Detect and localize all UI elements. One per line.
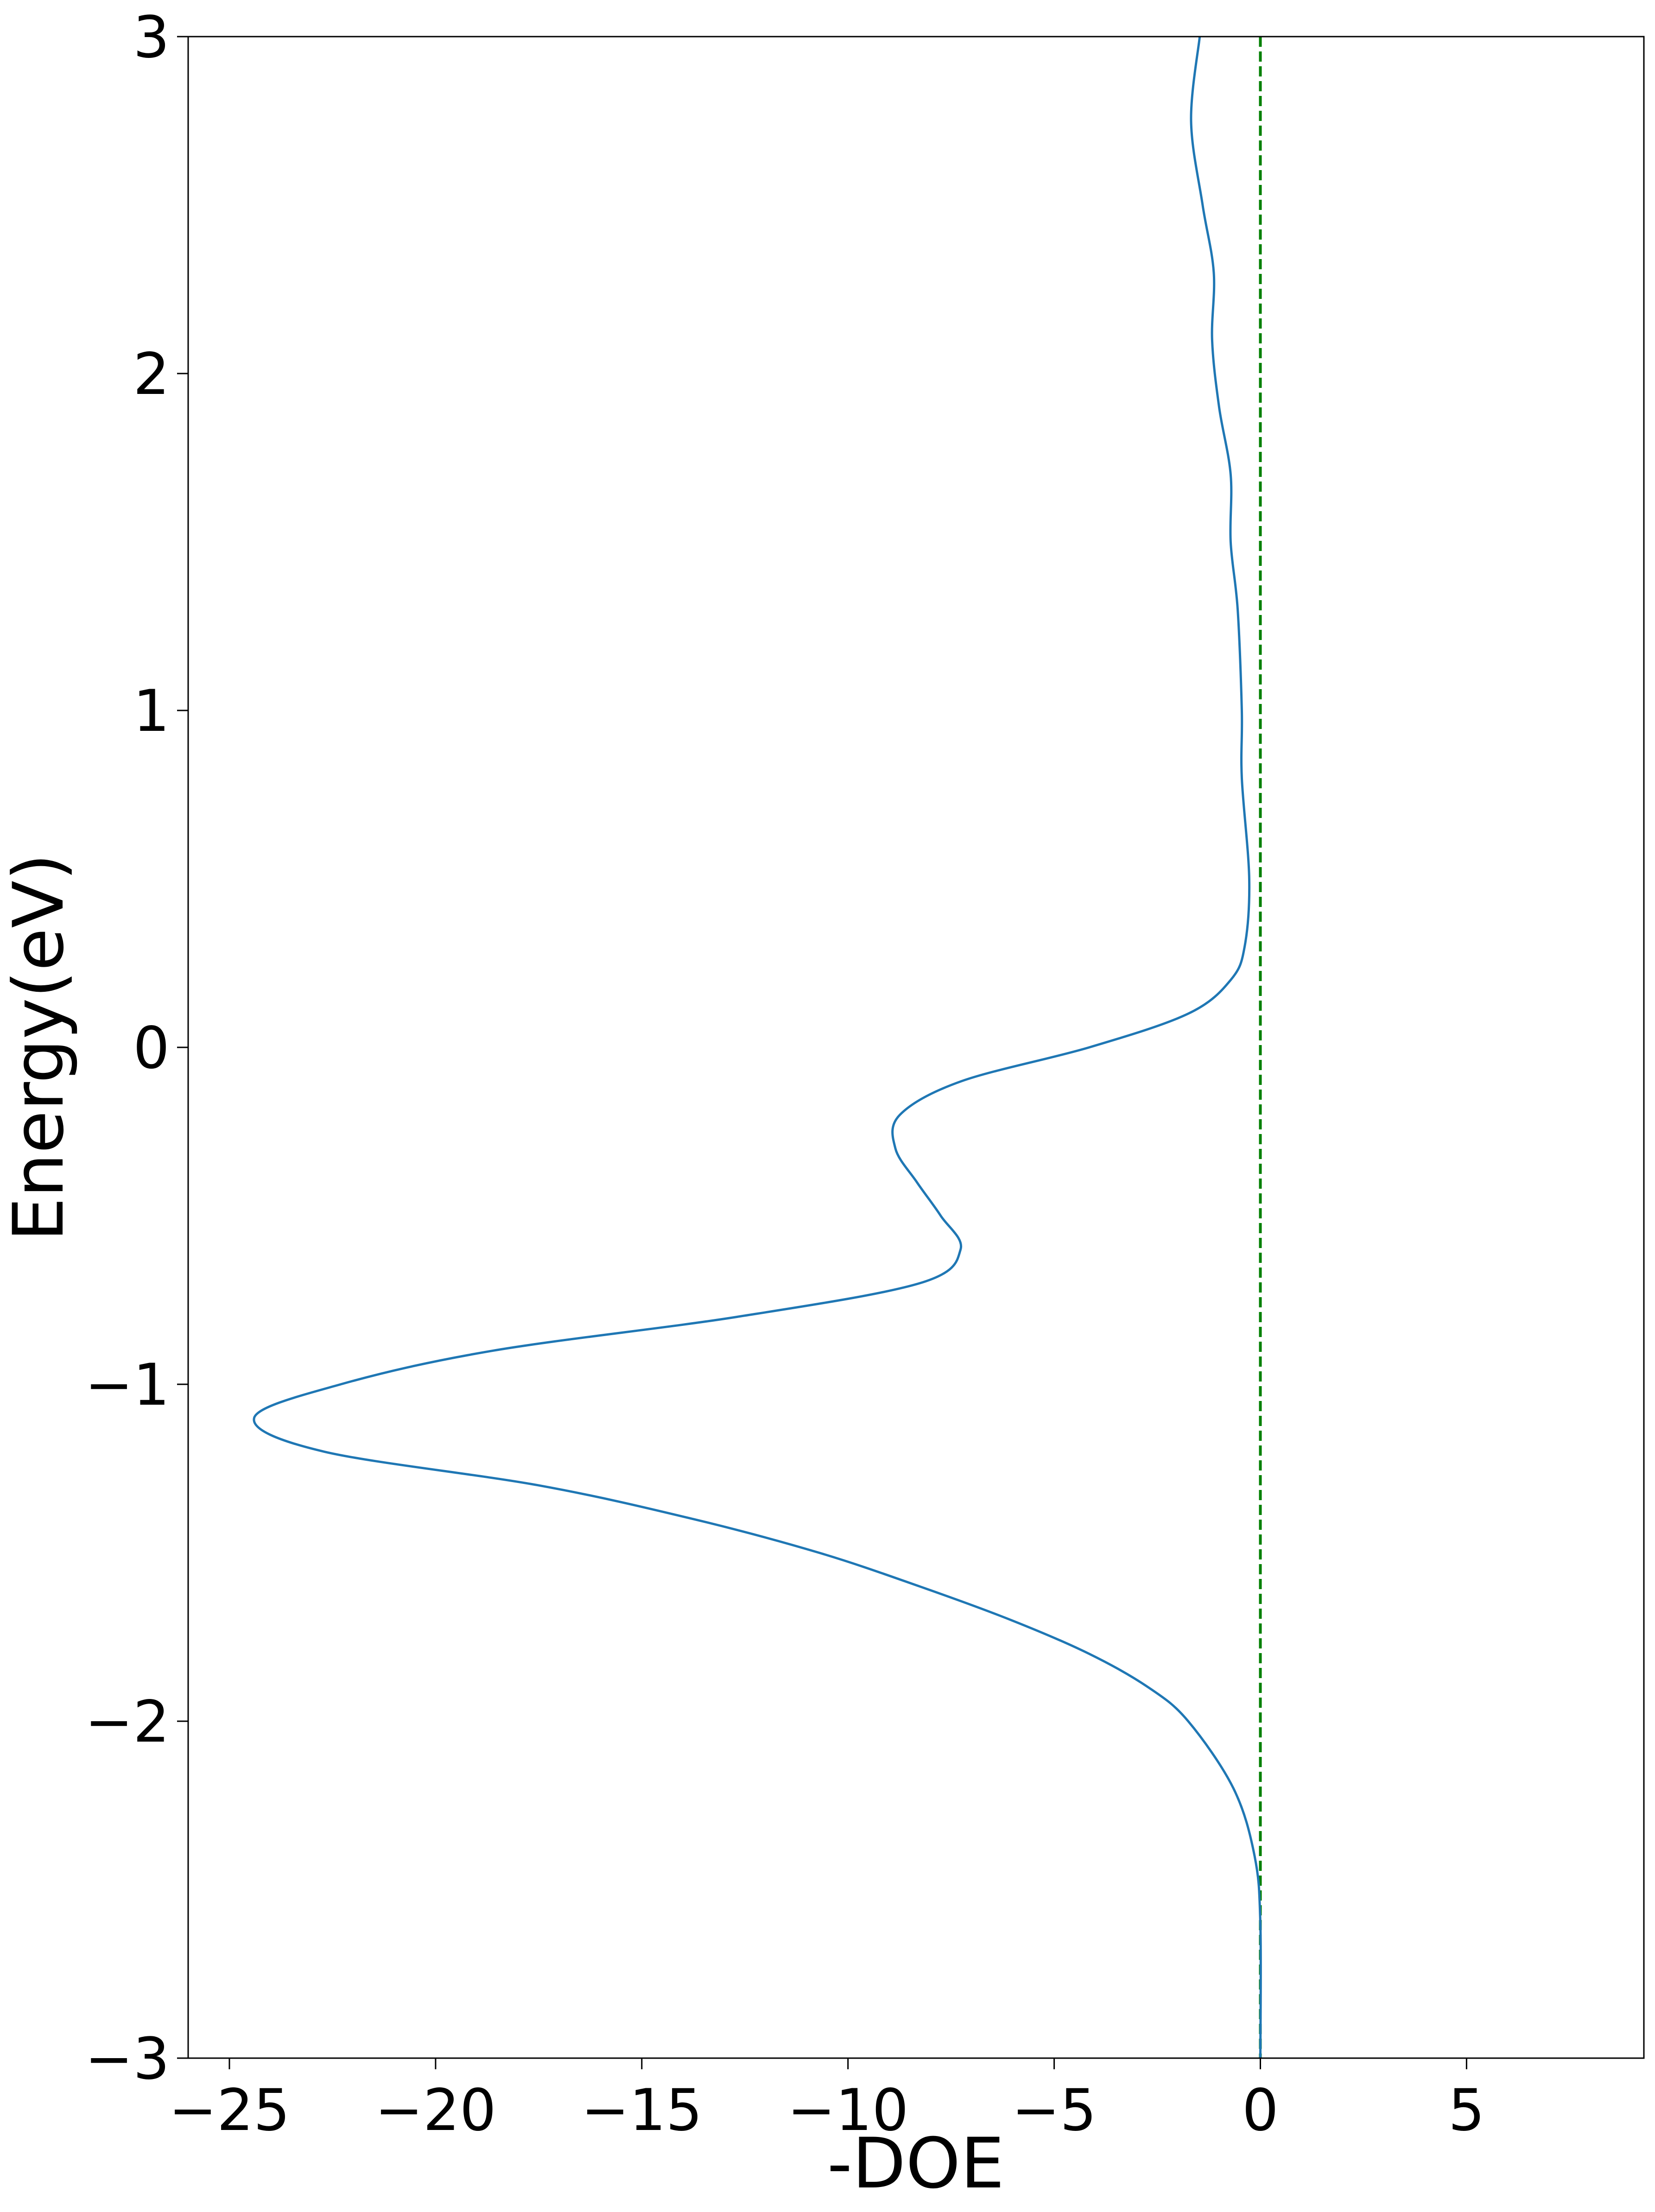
x-tick-label: −5 [1012, 2077, 1097, 2144]
y-tick-label: −3 [85, 2026, 170, 2092]
x-tick-label: −25 [169, 2077, 290, 2144]
y-tick-label: 2 [133, 341, 170, 408]
x-tick-label: −20 [375, 2077, 496, 2144]
x-axis-label: -DOE [827, 2123, 1004, 2204]
x-tick-label: 5 [1448, 2077, 1485, 2144]
x-tick-label: −15 [581, 2077, 703, 2144]
x-tick-label: 0 [1242, 2077, 1279, 2144]
x-tick-label: −10 [787, 2077, 909, 2144]
y-tick-label: −2 [85, 1689, 170, 1756]
data-line [253, 36, 1262, 2059]
y-tick-label: 1 [133, 678, 170, 745]
y-axis-label: Energy(eV) [0, 853, 79, 1241]
y-tick-label: 3 [133, 4, 170, 71]
y-tick-label: 0 [133, 1015, 170, 1082]
y-tick-label: −1 [85, 1352, 170, 1419]
plot-frame [187, 36, 1645, 2059]
